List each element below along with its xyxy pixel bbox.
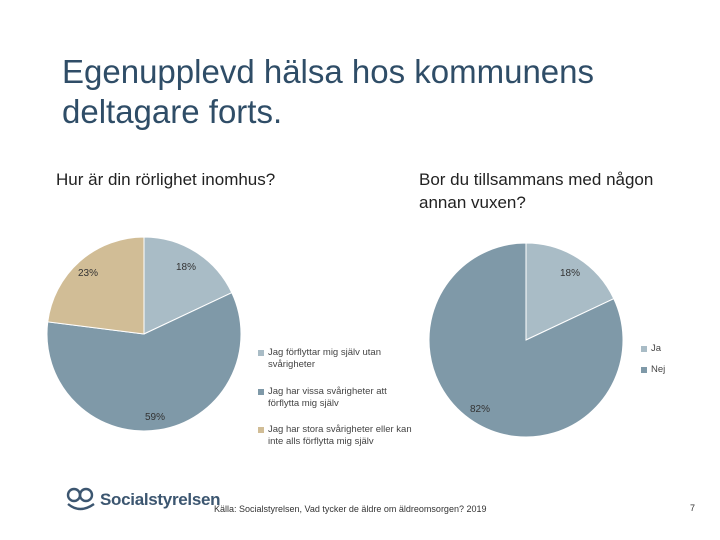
pie-slice	[525, 242, 615, 341]
slide-title: Egenupplevd hälsa hos kommunens deltagar…	[62, 53, 595, 130]
data-label: 18%	[176, 262, 196, 273]
data-label: 18%	[560, 268, 580, 279]
pie-slice	[143, 236, 233, 335]
data-label: 23%	[78, 268, 98, 279]
legend-label: Nej	[651, 364, 666, 375]
pie-slice	[46, 292, 242, 432]
legend-item-some-difficulty: Jag har vissa svårigheter att förflytta …	[258, 386, 418, 410]
pie-chart-mobility: 18% 59% 23%	[46, 236, 242, 432]
socialstyrelsen-logo-icon	[66, 487, 95, 511]
data-label: 82%	[470, 404, 490, 415]
legend-label: Jag har vissa svårigheter att förflytta …	[268, 386, 387, 409]
legend-swatch	[258, 427, 264, 433]
legend-label: Jag förflyttar mig själv utan svårighete…	[268, 347, 381, 370]
legend-swatch	[258, 389, 264, 395]
legend-label: Jag har stora svårigheter eller kan inte…	[268, 424, 412, 447]
page-number: 7	[690, 503, 696, 513]
legend-item-yes: Ja	[641, 343, 661, 355]
pie-slice	[47, 236, 145, 335]
legend-swatch	[641, 367, 647, 373]
legend-swatch	[641, 346, 647, 352]
legend-item-no: Nej	[641, 364, 665, 376]
source-note: Källa: Socialstyrelsen, Vad tycker de äl…	[214, 504, 487, 514]
legend-item-no-difficulty: Jag förflyttar mig själv utan svårighete…	[258, 347, 418, 371]
legend-item-major-difficulty: Jag har stora svårigheter eller kan inte…	[258, 424, 418, 448]
legend-swatch	[258, 350, 264, 356]
logo-text: Socialstyrelsen	[100, 490, 221, 509]
chart2-title: Bor du tillsammans med någon annan vuxen…	[419, 170, 654, 212]
pie-slice	[428, 242, 624, 438]
pie-chart-cohabitation: 18% 82%	[428, 242, 624, 438]
data-label: 59%	[145, 412, 165, 423]
chart1-title: Hur är din rörlighet inomhus?	[56, 170, 276, 189]
legend-label: Ja	[651, 343, 662, 354]
